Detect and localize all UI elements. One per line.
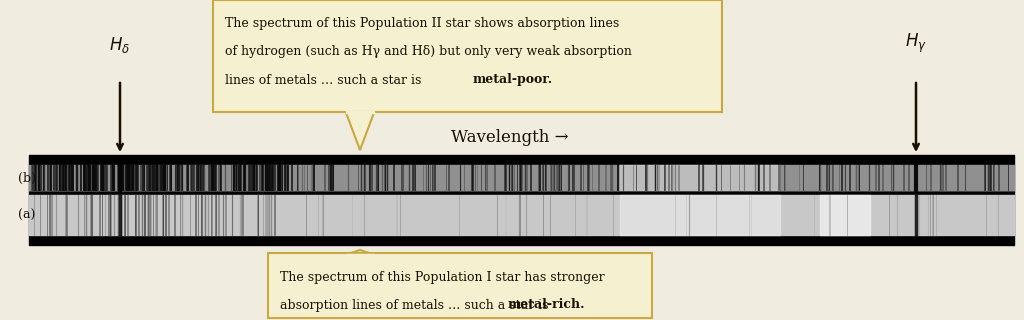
Text: (b): (b) [18,172,36,185]
Text: (a): (a) [18,209,36,221]
FancyBboxPatch shape [268,253,652,318]
Text: lines of metals … such a star is: lines of metals … such a star is [225,74,425,86]
Text: The spectrum of this Population I star has stronger: The spectrum of this Population I star h… [280,270,604,284]
Polygon shape [345,110,375,150]
Text: $H_{\delta}$: $H_{\delta}$ [110,35,130,55]
Text: metal-rich.: metal-rich. [508,299,586,311]
FancyBboxPatch shape [213,0,722,112]
Text: The spectrum of this Population II star shows absorption lines: The spectrum of this Population II star … [225,18,620,30]
Text: metal-poor.: metal-poor. [473,74,553,86]
Text: $H_{\gamma}$: $H_{\gamma}$ [905,32,927,55]
Text: absorption lines of metals … such a star is: absorption lines of metals … such a star… [280,299,553,311]
Text: of hydrogen (such as Hγ and Hδ) but only very weak absorption: of hydrogen (such as Hγ and Hδ) but only… [225,45,632,59]
Text: Wavelength →: Wavelength → [452,130,568,147]
Polygon shape [345,250,375,255]
